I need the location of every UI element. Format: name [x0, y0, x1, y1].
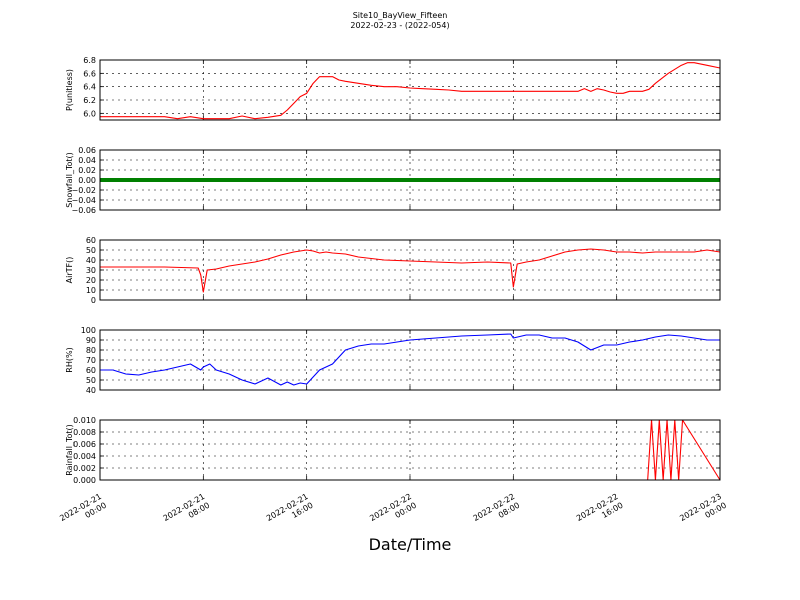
y-tick-label: 0.004	[73, 452, 96, 461]
axes-frame	[99, 239, 721, 301]
series-line-3	[100, 248, 721, 293]
y-tick-label: 10	[86, 286, 96, 295]
y-tick-label: 0.008	[73, 428, 96, 437]
y-axis-label: Rainfall_Tot()	[65, 424, 74, 476]
subplot-1: 6.8 6.6 6.4 6.2 6.0 P(unitless)	[65, 56, 721, 121]
y-tick-label: 60	[86, 366, 96, 375]
y-tick-label: 0.06	[78, 146, 96, 155]
x-axis-label: Date/Time	[369, 535, 452, 554]
y-tick-label: 6.6	[83, 69, 96, 78]
y-tick-label: 6.8	[83, 56, 96, 65]
y-tick-label: 80	[86, 346, 96, 355]
y-tick-label: 6.4	[83, 83, 96, 92]
axes-frame	[99, 59, 721, 121]
y-tick-label: 0	[91, 296, 96, 305]
series-line-1	[100, 62, 721, 120]
axes-frame	[99, 419, 721, 481]
y-tick-label: 70	[86, 356, 96, 365]
y-tick-label: 6.0	[83, 109, 96, 118]
axes-frame	[99, 149, 721, 211]
y-tick-label: 100	[81, 326, 96, 335]
chart-title-line1: Site10_BayView_Fifteen	[353, 11, 448, 20]
y-axis-label: RH(%)	[65, 347, 74, 372]
y-tick-label: 0.00	[78, 176, 96, 185]
y-axis-label: AirTF()	[65, 257, 74, 284]
y-tick-label: 0.010	[73, 416, 96, 425]
y-tick-label: 0.000	[73, 476, 96, 485]
y-tick-label: 20	[86, 276, 96, 285]
x-tick-label: 2022-02-2216:00	[575, 492, 625, 532]
y-tick-label: 40	[86, 256, 96, 265]
subplot-5: 0.010 0.008 0.006 0.004 0.002 0.000Rainfall_T…	[65, 416, 721, 485]
axes-frame	[99, 329, 721, 391]
y-tick-label: 0.02	[78, 166, 96, 175]
y-tick-label: 40	[86, 386, 96, 395]
series-line-5	[100, 419, 721, 481]
x-tick-label: 2022-02-2108:00	[162, 492, 212, 532]
y-axis-label: P(unitless)	[65, 69, 74, 111]
y-tick-label: 30	[86, 266, 96, 275]
x-tick-label: 2022-02-2208:00	[472, 492, 522, 532]
y-tick-label: 6.2	[83, 96, 96, 105]
y-tick-label: 0.002	[73, 464, 96, 473]
x-tick-label: 2022-02-2200:00	[368, 492, 418, 532]
y-tick-label: −0.06	[71, 206, 96, 215]
subplot-2: 0.060.040.020.00−0.02−0.04−0.06Snowfall_…	[65, 146, 721, 215]
subplot-panels: 6.86.66.46.26.0P(unitless)0.060.040.020.…	[65, 56, 721, 485]
x-tick-label: 2022-02-2100:00	[58, 492, 108, 532]
y-tick-label: 50	[86, 246, 96, 255]
y-tick-label: 0.006	[73, 440, 96, 449]
y-tick-label: −0.02	[71, 186, 96, 195]
y-tick-label: −0.04	[71, 196, 96, 205]
y-tick-label: 50	[86, 376, 96, 385]
y-axis-label: Snowfall_Tot()	[65, 152, 74, 208]
chart-title-line2: 2022-02-23 - (2022-054)	[350, 21, 449, 30]
x-tick-label: 2022-02-2300:00	[678, 492, 728, 532]
x-tick-label: 2022-02-2116:00	[265, 492, 315, 532]
y-tick-label: 90	[86, 336, 96, 345]
y-tick-label: 60	[86, 236, 96, 245]
x-axis-ticks: 2022-02-2100:00 2022-02-2108:00 2022-02-21…	[58, 492, 728, 532]
y-tick-label: 0.04	[78, 156, 96, 165]
series-line-4	[100, 333, 720, 386]
